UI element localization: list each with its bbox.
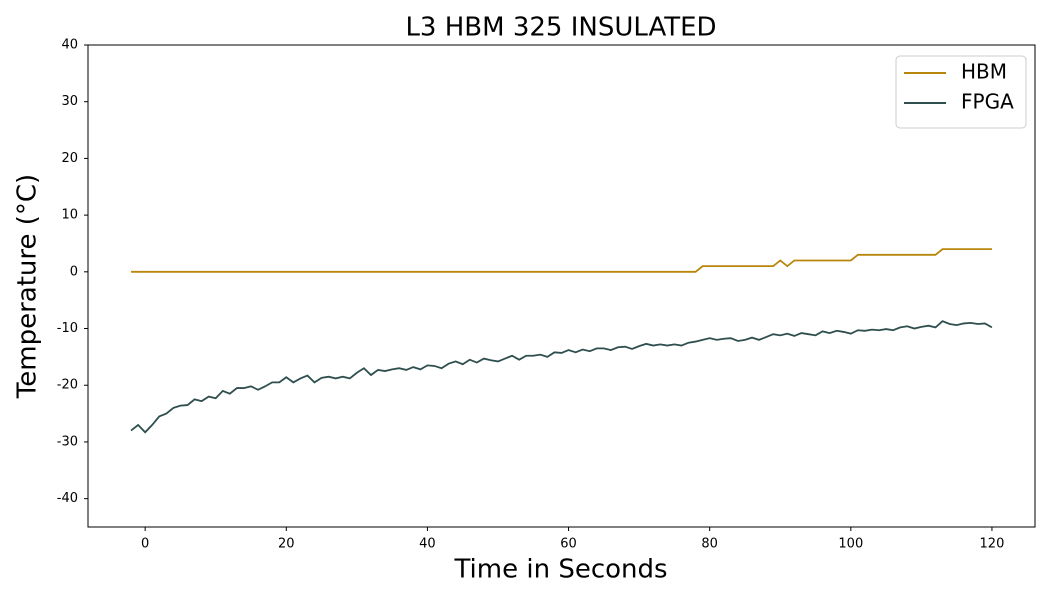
y-tick-label: 10 <box>61 208 78 223</box>
y-tick-label: 20 <box>61 151 78 166</box>
x-tick-label: 120 <box>980 537 1005 552</box>
y-tick-label: 0 <box>70 264 78 279</box>
x-tick-label: 0 <box>141 537 149 552</box>
plot-frame <box>87 44 1036 528</box>
y-tick-label: -40 <box>57 491 78 506</box>
x-tick-label: 40 <box>419 537 436 552</box>
series-line <box>131 248 992 273</box>
x-tick-label: 20 <box>278 537 295 552</box>
y-tick-label: -30 <box>57 434 78 449</box>
x-axis-label: Time in Seconds <box>453 555 667 585</box>
x-tick-label: 80 <box>701 537 718 552</box>
y-tick-label: -20 <box>57 378 78 393</box>
y-tick-label: 40 <box>61 38 78 53</box>
legend-label: FPGA <box>961 90 1014 114</box>
y-tick-label: -10 <box>57 321 78 336</box>
x-tick-label: 60 <box>560 537 577 552</box>
y-axis-label: Temperature (°C) <box>13 174 43 399</box>
y-tick-label: 30 <box>61 94 78 109</box>
series-line <box>130 320 993 434</box>
legend-label: HBM <box>961 60 1007 84</box>
x-tick-label: 100 <box>838 537 863 552</box>
chart-title: L3 HBM 325 INSULATED <box>405 13 716 43</box>
